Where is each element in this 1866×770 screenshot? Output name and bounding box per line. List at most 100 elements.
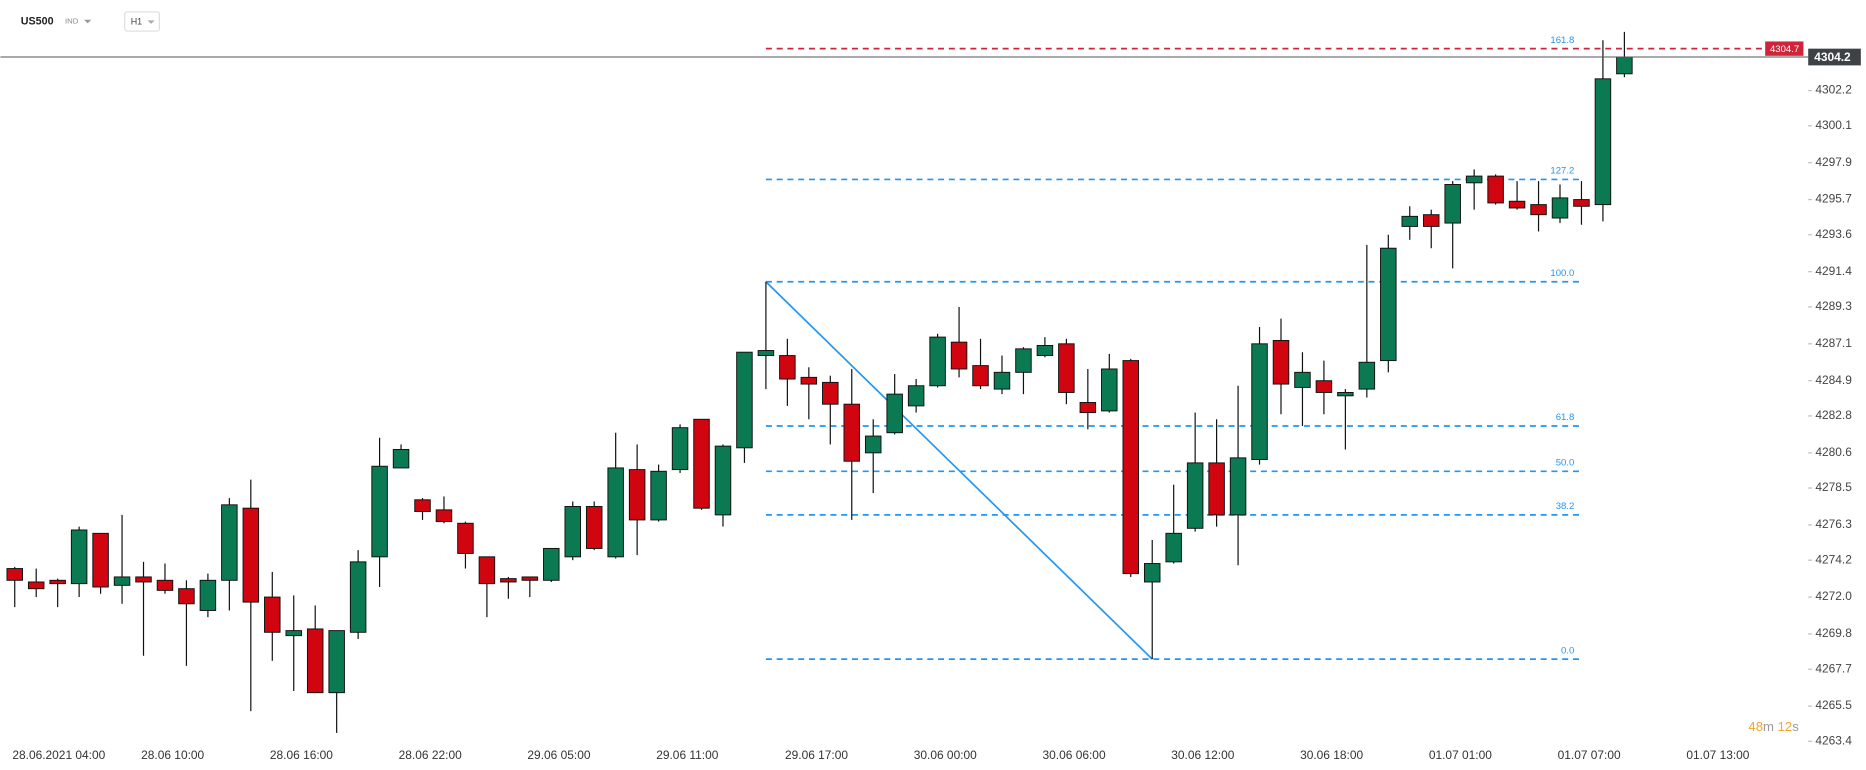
timeframe-box[interactable] [124,11,161,32]
candle-body [1165,532,1182,563]
candle-body [1487,175,1504,204]
fib-level-label: 0.0 [1561,645,1574,656]
candle-body [1079,402,1097,414]
candle-body [585,506,603,549]
current-price-box [1808,48,1861,66]
symbol: US500 [21,15,54,27]
x-tick-label: 29.06 17:00 [785,748,848,762]
candle-body [564,506,582,558]
candle-body [628,469,646,521]
candle-body [242,507,260,603]
candle-body [500,578,517,583]
timeframe[interactable]: H1 [131,16,142,26]
candle-body [457,522,474,554]
candle-body [1616,56,1633,75]
x-tick-label: 01.07 13:00 [1686,748,1749,762]
fib-trendline [765,281,1153,660]
candle-body [1036,345,1054,357]
candle-body [1444,184,1461,224]
candle-body [1015,348,1032,373]
candle-body [843,403,861,462]
candle-body [800,376,818,385]
candle-body [1315,380,1333,393]
x-tick-label: 30.06 06:00 [1043,748,1106,762]
candle-body [864,435,882,454]
y-tick-label: 4297.9 [1815,155,1852,169]
countdown-minutes: 48 [1748,720,1763,735]
y-tick-label: 4293.6 [1815,227,1852,241]
candle-body [1251,343,1268,461]
candle-body [950,341,968,370]
x-tick-label: 30.06 12:00 [1171,748,1234,762]
y-tick-label: 4280.6 [1815,445,1852,459]
candle-body [1337,391,1354,397]
candle-body [1058,343,1075,393]
x-tick-label: 28.06 22:00 [399,748,462,762]
candle-body [371,465,388,558]
y-tick-label: 4302.2 [1815,83,1852,97]
candle-body [27,581,45,590]
candle-body [178,588,195,605]
candle-body [1508,200,1526,209]
candle-body [1422,214,1440,227]
candle-body [1380,247,1397,362]
fib-level-label: 38.2 [1556,501,1575,512]
candle-body [521,576,539,581]
candle-body [1594,78,1612,206]
candle-body [1551,197,1569,219]
candle-body [607,467,624,558]
x-tick-label: 28.06.2021 04:00 [12,748,105,762]
x-tick-label: 30.06 18:00 [1300,748,1363,762]
candle-body [392,449,410,469]
y-tick-label: 4289.3 [1815,299,1852,313]
fib-level-label: 127.2 [1550,166,1574,177]
candle-body [736,351,753,449]
y-tick-label: 4274.2 [1815,552,1852,566]
countdown-seconds-unit: s [1792,720,1799,735]
fib-level-label: 50.0 [1556,457,1575,468]
candle-body [328,630,345,694]
fib-level-label: 100.0 [1550,268,1574,279]
candle-body [414,499,431,513]
y-tick-label: 4300.1 [1815,118,1852,132]
candle-body [1143,563,1161,583]
candle-body [199,579,217,611]
market-caret[interactable] [84,19,92,24]
candle-body [1465,175,1483,184]
candle-body [221,504,238,581]
x-tick-label: 28.06 16:00 [270,748,333,762]
candle-body [972,365,989,387]
fib-level-label: 61.8 [1556,412,1575,423]
candle-body [435,509,453,523]
candle-body [1272,339,1290,385]
timeframe-caret[interactable] [147,20,155,24]
y-tick-label: 4263.4 [1815,733,1852,747]
candle-body [671,427,689,471]
candle-body [907,385,925,407]
candle-body [1573,199,1590,207]
x-tick-label: 01.07 07:00 [1558,748,1621,762]
candle-body [113,576,131,586]
y-tick-label: 4267.7 [1815,661,1852,675]
x-tick-label: 29.06 05:00 [527,748,590,762]
candle-body [478,556,496,585]
candle-body [6,568,23,581]
y-tick-label: 4295.7 [1815,192,1852,206]
fib-level-label: 161.8 [1550,35,1574,46]
candle-body [1294,371,1311,388]
x-tick-label: 28.06 10:00 [141,748,204,762]
x-tick-label: 01.07 01:00 [1429,748,1492,762]
candle-body [1186,462,1204,529]
fib-price-box [1765,41,1804,56]
candle-body [1530,204,1547,216]
candle-body [1358,361,1376,390]
candle-body [543,547,560,581]
candle-body [1122,360,1140,575]
market: IND [65,17,79,26]
fib-price-label: 4304.7 [1770,44,1799,55]
y-tick-label: 4282.8 [1815,408,1852,422]
x-tick-label: 30.06 00:00 [914,748,977,762]
candle-body [306,628,324,694]
y-tick-label: 4291.4 [1815,264,1852,278]
